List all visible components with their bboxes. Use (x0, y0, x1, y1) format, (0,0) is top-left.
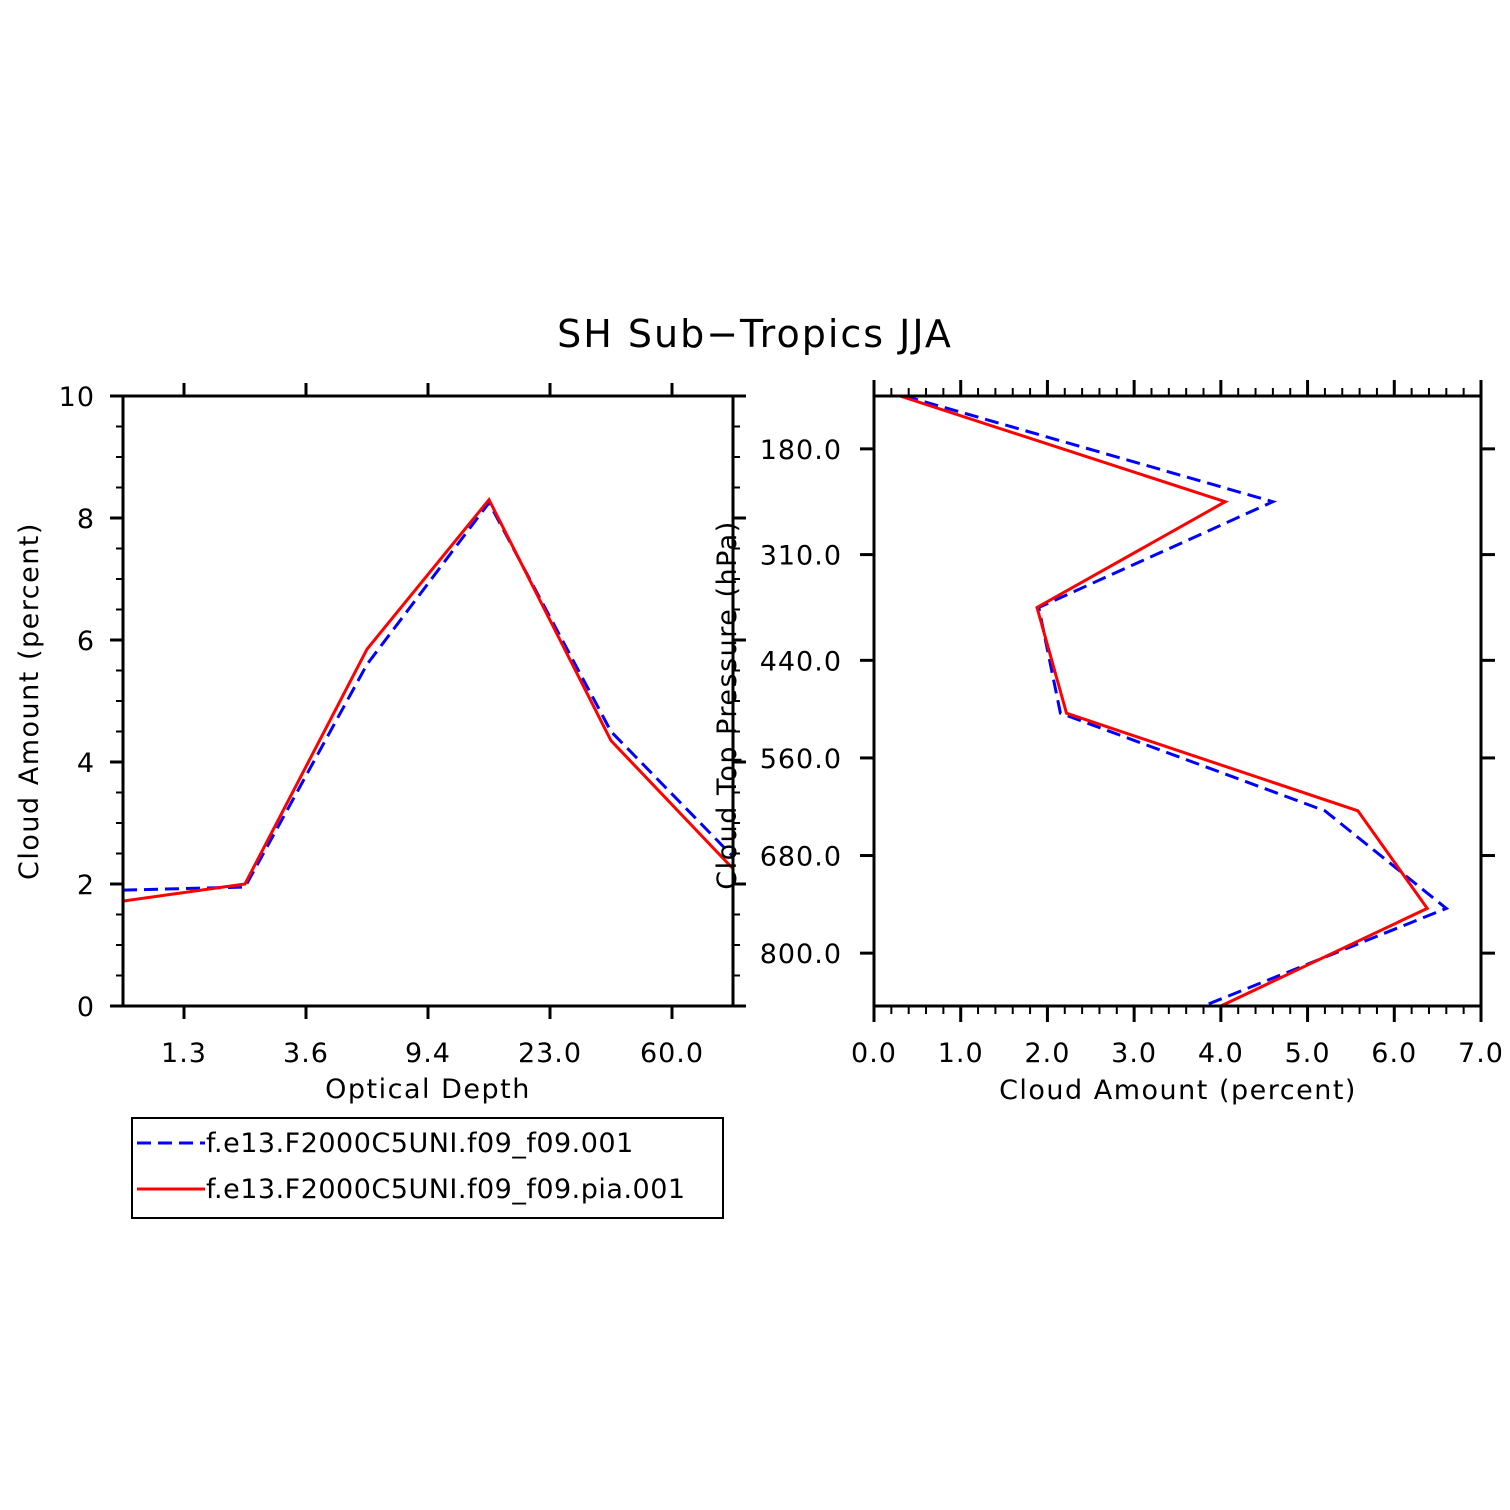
right-ticks (860, 380, 1495, 1022)
right-series-line-1 (903, 394, 1450, 1008)
legend-label-1: f.e13.F2000C5UNI.f09_f09.001 (206, 1128, 634, 1159)
right-plot-frame (872, 394, 1483, 1008)
right-x-tick-label: 4.0 (1198, 1038, 1244, 1069)
left-y-tick-label: 8 (77, 504, 95, 535)
right-series-line-2 (899, 394, 1430, 1008)
right-y-tick-label: 180.0 (760, 435, 842, 466)
left-series-line-1 (122, 499, 735, 892)
left-y-tick-label: 6 (77, 626, 95, 657)
left-series-lines (122, 496, 735, 903)
left-y-tick-label: 2 (77, 870, 95, 901)
right-y-tick-label: 800.0 (760, 939, 842, 970)
right-panel: 0.0 1.0 2.0 3.0 4.0 5.0 6.0 7.0 180.0 310.0 440.0… (712, 380, 1504, 1106)
right-x-tick-label: 3.0 (1111, 1038, 1157, 1069)
right-x-tick-label: 6.0 (1371, 1038, 1417, 1069)
right-x-tick-label: 5.0 (1285, 1038, 1331, 1069)
left-y-tick-label: 10 (59, 382, 95, 413)
right-y-tick-label: 310.0 (760, 541, 842, 572)
left-y-axis-label: Cloud Amount (percent) (14, 522, 45, 880)
right-x-tick-label: 7.0 (1458, 1038, 1504, 1069)
left-x-tick-label: 1.3 (161, 1038, 207, 1069)
legend-box (131, 1117, 724, 1219)
left-series-line-2 (122, 496, 735, 903)
legend-label-2: f.e13.F2000C5UNI.f09_f09.pia.001 (206, 1174, 686, 1205)
right-y-tick-label: 680.0 (760, 842, 842, 873)
left-x-tick-labels: 1.3 3.6 9.4 23.0 60.0 (161, 1038, 704, 1069)
right-y-tick-label: 440.0 (760, 646, 842, 677)
right-x-tick-label: 0.0 (851, 1038, 897, 1069)
left-x-tick-label: 9.4 (405, 1038, 451, 1069)
right-x-axis-label: Cloud Amount (percent) (999, 1075, 1357, 1106)
left-y-tick-label: 0 (77, 992, 95, 1023)
left-x-tick-label: 60.0 (640, 1038, 704, 1069)
left-y-tick-label: 4 (77, 748, 95, 779)
right-series-lines (899, 394, 1450, 1008)
right-x-tick-label: 1.0 (938, 1038, 984, 1069)
left-x-tick-label: 3.6 (283, 1038, 329, 1069)
left-plot-frame (121, 394, 735, 1008)
legend: f.e13.F2000C5UNI.f09_f09.001 f.e13.F2000… (131, 1117, 724, 1219)
right-y-axis-label: Cloud Top Pressure (hPa) (712, 520, 743, 890)
right-y-tick-labels: 180.0 310.0 440.0 560.0 680.0 800.0 (760, 435, 842, 970)
right-x-tick-labels: 0.0 1.0 2.0 3.0 4.0 5.0 6.0 7.0 (851, 1038, 1504, 1069)
chart-title: SH Sub−Tropics JJA (557, 312, 953, 356)
left-x-tick-label: 23.0 (518, 1038, 582, 1069)
left-y-tick-labels: 0 2 4 6 8 10 (59, 382, 95, 1023)
left-ticks (110, 383, 746, 1019)
right-y-tick-label: 560.0 (760, 744, 842, 775)
right-x-tick-label: 2.0 (1024, 1038, 1070, 1069)
left-x-axis-label: Optical Depth (325, 1074, 531, 1105)
